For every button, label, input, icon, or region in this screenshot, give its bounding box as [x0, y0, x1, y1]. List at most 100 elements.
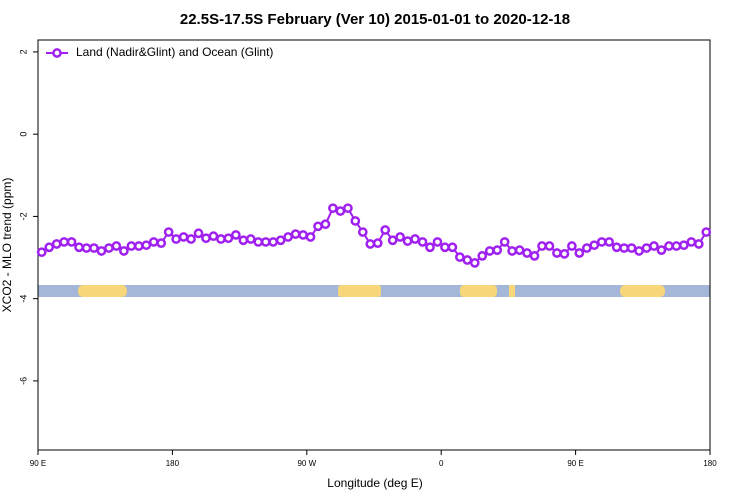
data-point [365, 239, 376, 249]
data-point [283, 232, 293, 242]
data-point [253, 237, 264, 247]
x-axis-label: Longitude (deg E) [327, 476, 422, 490]
data-point [701, 227, 712, 237]
data-point [148, 237, 159, 247]
legend-label: Land (Nadir&Glint) and Ocean (Glint) [76, 45, 273, 59]
land-band [78, 285, 127, 297]
data-point [522, 248, 532, 258]
data-point [492, 245, 503, 255]
plot-frame [37, 39, 711, 451]
y-tick-label: -2 [18, 212, 28, 220]
data-point [313, 221, 323, 232]
data-point [671, 241, 682, 251]
land-band [460, 285, 497, 297]
data-point [387, 235, 398, 246]
data-point [619, 243, 629, 253]
data-point [81, 243, 92, 253]
y-tick-label: 2 [18, 49, 28, 54]
data-point [693, 239, 704, 249]
data-point [664, 241, 674, 251]
data-point [425, 242, 435, 253]
data-point [268, 237, 279, 247]
data-point [260, 237, 271, 247]
y-tick-label: -4 [18, 295, 28, 303]
data-point [305, 232, 316, 242]
land-band [338, 285, 381, 297]
data-point [410, 234, 420, 244]
land-ocean-band [38, 285, 710, 297]
data-point [649, 241, 659, 251]
data-point [36, 247, 47, 258]
data-point [59, 237, 69, 247]
data-point [559, 248, 570, 259]
data-point [552, 248, 562, 258]
data-point [529, 251, 540, 261]
y-tick-label: 0 [18, 132, 28, 137]
data-point [104, 243, 114, 253]
data-point [477, 251, 488, 261]
data-point [201, 233, 211, 244]
data-point [178, 232, 189, 242]
data-point [574, 248, 585, 258]
data-point [96, 246, 107, 256]
data-point [350, 216, 361, 226]
data-point [507, 246, 517, 256]
data-point [440, 242, 450, 253]
x-tick-label: 90 E [30, 459, 46, 468]
land-band [620, 285, 665, 297]
data-point [66, 237, 77, 247]
data-point [589, 240, 600, 251]
data-point [462, 255, 473, 265]
data-point [328, 203, 338, 214]
data-point [656, 245, 667, 255]
data-point [245, 234, 256, 244]
data-point [447, 242, 458, 253]
data-point [581, 243, 592, 253]
data-point [275, 235, 286, 246]
data-point [290, 229, 301, 239]
data-point [335, 206, 346, 216]
x-tick-label: 90 W [297, 459, 316, 468]
data-point [186, 234, 196, 244]
data-point [343, 203, 353, 214]
data-point [641, 243, 652, 253]
legend-item: Land (Nadir&Glint) and Ocean (Glint) [46, 45, 273, 59]
data-point [298, 230, 308, 240]
x-tick-label: 90 E [567, 459, 583, 468]
y-tick-label: -6 [18, 377, 28, 385]
chart-title: 22.5S-17.5S February (Ver 10) 2015-01-01… [180, 11, 570, 28]
data-point [611, 242, 622, 253]
data-point [111, 241, 122, 251]
data-point [537, 241, 547, 251]
data-point [89, 243, 99, 253]
data-point [469, 258, 480, 268]
data-point [238, 235, 249, 246]
data-point [357, 227, 368, 237]
data-point [634, 246, 644, 256]
data-point [679, 240, 689, 251]
data-point [626, 243, 637, 253]
legend-marker [52, 48, 62, 58]
data-point [567, 241, 577, 251]
data-point [231, 230, 241, 240]
data-point [171, 234, 181, 244]
data-point [514, 245, 525, 255]
data-point [133, 241, 144, 251]
data-point [163, 227, 174, 237]
data-point [402, 236, 413, 246]
y-axis-label: XCO2 - MLO trend (ppm) [0, 178, 14, 313]
x-tick-label: 180 [703, 459, 717, 468]
x-tick-label: 180 [166, 459, 180, 468]
data-point [395, 232, 405, 242]
data-point [44, 242, 55, 253]
data-point [51, 239, 62, 249]
data-point [223, 233, 234, 244]
data-point [216, 234, 226, 244]
data-point [320, 219, 331, 230]
data-point [380, 225, 391, 235]
data-point [193, 228, 204, 239]
data-point [156, 238, 167, 248]
data-point [455, 252, 465, 262]
land-band [509, 285, 515, 297]
